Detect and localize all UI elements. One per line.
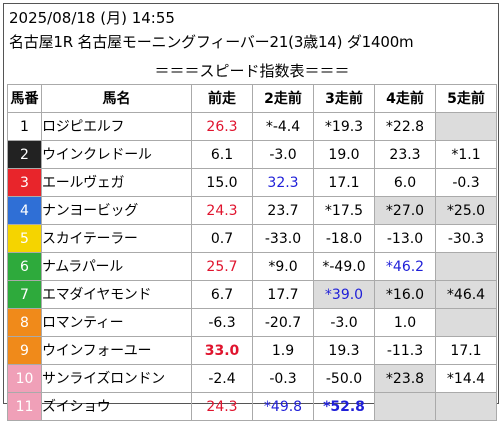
speed-index-cell: -33.0 bbox=[252, 224, 314, 253]
table-row: 7 エマダイヤモンド 6.7 17.7 *39.0 *16.0 *46.4 bbox=[7, 280, 497, 309]
speed-index-table: 馬番 馬名 前走 2走前 3走前 4走前 5走前 1 ロジピエルフ 26.3 *-4.… bbox=[7, 84, 497, 421]
col-header-5-races-ago: 5走前 bbox=[435, 84, 497, 113]
table-caption: ＝＝＝スピード指数表＝＝＝ bbox=[154, 62, 350, 80]
horse-name-cell: ウインフォーユー bbox=[41, 336, 192, 365]
table-row: 10 サンライズロンドン -2.4 -0.3 -50.0 *23.8 *14.4 bbox=[7, 364, 497, 393]
horse-number-cell: 5 bbox=[7, 224, 42, 253]
speed-index-cell: -3.0 bbox=[252, 140, 314, 169]
horse-name-cell: エマダイヤモンド bbox=[41, 280, 192, 309]
speed-index-cell bbox=[435, 308, 497, 337]
speed-index-cell: *17.5 bbox=[313, 196, 375, 225]
speed-index-cell: *14.4 bbox=[435, 364, 497, 393]
speed-index-cell: -3.0 bbox=[313, 308, 375, 337]
speed-index-cell: 19.0 bbox=[313, 140, 375, 169]
col-header-3-races-ago: 3走前 bbox=[313, 84, 375, 113]
speed-index-cell: 25.7 bbox=[191, 252, 253, 281]
speed-index-cell: 23.7 bbox=[252, 196, 314, 225]
speed-index-cell: 26.3 bbox=[191, 112, 253, 141]
speed-index-cell: 1.9 bbox=[252, 336, 314, 365]
horse-number-cell: 6 bbox=[7, 252, 42, 281]
speed-index-cell: 0.7 bbox=[191, 224, 253, 253]
speed-index-cell: -0.3 bbox=[435, 168, 497, 197]
col-header-2-races-ago: 2走前 bbox=[252, 84, 314, 113]
speed-index-cell: -30.3 bbox=[435, 224, 497, 253]
horse-name-cell: エールヴェガ bbox=[41, 168, 192, 197]
table-row: 4 ナンヨービッグ 24.3 23.7 *17.5 *27.0 *25.0 bbox=[7, 196, 497, 225]
speed-index-cell: *25.0 bbox=[435, 196, 497, 225]
speed-index-cell: 33.0 bbox=[191, 336, 253, 365]
speed-index-cell: *1.1 bbox=[435, 140, 497, 169]
speed-index-cell: *-49.0 bbox=[313, 252, 375, 281]
header-row: 馬番 馬名 前走 2走前 3走前 4走前 5走前 bbox=[7, 84, 497, 113]
speed-index-cell: 19.3 bbox=[313, 336, 375, 365]
horse-number-cell: 7 bbox=[7, 280, 42, 309]
speed-index-cell: -11.3 bbox=[374, 336, 436, 365]
speed-index-cell: 6.7 bbox=[191, 280, 253, 309]
speed-index-cell: 17.7 bbox=[252, 280, 314, 309]
speed-index-cell: 17.1 bbox=[435, 336, 497, 365]
col-header-4-races-ago: 4走前 bbox=[374, 84, 436, 113]
speed-index-cell bbox=[435, 252, 497, 281]
speed-index-cell bbox=[435, 112, 497, 141]
horse-name-cell: ナムラパール bbox=[41, 252, 192, 281]
table-row: 3 エールヴェガ 15.0 32.3 17.1 6.0 -0.3 bbox=[7, 168, 497, 197]
speed-index-cell: 32.3 bbox=[252, 168, 314, 197]
speed-index-cell: -20.7 bbox=[252, 308, 314, 337]
horse-number-cell: 10 bbox=[7, 364, 42, 393]
speed-index-cell: -18.0 bbox=[313, 224, 375, 253]
horse-name-cell: サンライズロンドン bbox=[41, 364, 192, 393]
speed-index-cell: *23.8 bbox=[374, 364, 436, 393]
horse-number-cell: 9 bbox=[7, 336, 42, 365]
table-row: 5 スカイテーラー 0.7 -33.0 -18.0 -13.0 -30.3 bbox=[7, 224, 497, 253]
speed-index-cell: 17.1 bbox=[313, 168, 375, 197]
speed-index-cell: 15.0 bbox=[191, 168, 253, 197]
col-header-umaban: 馬番 bbox=[7, 84, 42, 113]
speed-index-cell: *-4.4 bbox=[252, 112, 314, 141]
speed-index-cell: 6.1 bbox=[191, 140, 253, 169]
horse-number-cell: 4 bbox=[7, 196, 42, 225]
speed-index-cell: -13.0 bbox=[374, 224, 436, 253]
speed-index-cell: -50.0 bbox=[313, 364, 375, 393]
speed-index-cell: -6.3 bbox=[191, 308, 253, 337]
speed-index-cell: -0.3 bbox=[252, 364, 314, 393]
speed-index-cell: 23.3 bbox=[374, 140, 436, 169]
horse-name-cell: ロジピエルフ bbox=[41, 112, 192, 141]
table-row: 6 ナムラパール 25.7 *9.0 *-49.0 *46.2 bbox=[7, 252, 497, 281]
speed-index-cell: *16.0 bbox=[374, 280, 436, 309]
speed-index-cell: *46.2 bbox=[374, 252, 436, 281]
race-title: 名古屋1R 名古屋モーニングフィーバー21(3歳14) ダ1400m bbox=[9, 33, 414, 51]
horse-name-cell: ナンヨービッグ bbox=[41, 196, 192, 225]
speed-index-cell: *9.0 bbox=[252, 252, 314, 281]
speed-index-cell: *27.0 bbox=[374, 196, 436, 225]
speed-index-cell: *46.4 bbox=[435, 280, 497, 309]
table-row: 8 ロマンティー -6.3 -20.7 -3.0 1.0 bbox=[7, 308, 497, 337]
horse-number-cell: 3 bbox=[7, 168, 42, 197]
horse-name-cell: スカイテーラー bbox=[41, 224, 192, 253]
horse-number-cell: 2 bbox=[7, 140, 42, 169]
table-row: 2 ウインクレドール 6.1 -3.0 19.0 23.3 *1.1 bbox=[7, 140, 497, 169]
speed-index-cell: *19.3 bbox=[313, 112, 375, 141]
speed-index-cell: 24.3 bbox=[191, 196, 253, 225]
speed-index-cell: -2.4 bbox=[191, 364, 253, 393]
col-header-horse-name: 馬名 bbox=[41, 84, 192, 113]
table-row: 9 ウインフォーユー 33.0 1.9 19.3 -11.3 17.1 bbox=[7, 336, 497, 365]
speed-index-cell: *22.8 bbox=[374, 112, 436, 141]
speed-index-panel: 2025/08/18 (月) 14:55 名古屋1R 名古屋モーニングフィーバー… bbox=[3, 3, 499, 421]
horse-name-cell: ウインクレドール bbox=[41, 140, 192, 169]
col-header-last-race: 前走 bbox=[191, 84, 253, 113]
horse-number-cell: 1 bbox=[7, 112, 42, 141]
speed-index-cell: 1.0 bbox=[374, 308, 436, 337]
horse-name-cell: ロマンティー bbox=[41, 308, 192, 337]
horse-number-cell: 8 bbox=[7, 308, 42, 337]
speed-index-cell: *39.0 bbox=[313, 280, 375, 309]
datetime-line: 2025/08/18 (月) 14:55 bbox=[9, 9, 175, 27]
table-row: 1 ロジピエルフ 26.3 *-4.4 *19.3 *22.8 bbox=[7, 112, 497, 141]
speed-index-cell: 6.0 bbox=[374, 168, 436, 197]
